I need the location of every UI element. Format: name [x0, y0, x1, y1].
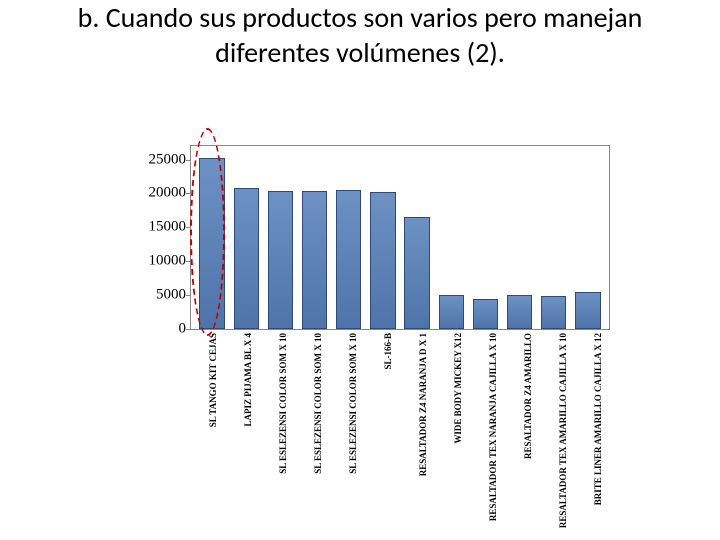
- bar-slot: [434, 146, 468, 329]
- y-axis-labels: 0500010000150002000025000: [131, 146, 186, 329]
- data-bar: [507, 295, 532, 329]
- y-tick-label: 20000: [149, 185, 187, 202]
- data-bar: [199, 158, 224, 329]
- data-bar: [234, 188, 259, 329]
- data-bar: [302, 191, 327, 329]
- data-bar: [473, 299, 498, 330]
- bar-slot: [195, 146, 229, 329]
- plot-area: 0500010000150002000025000: [190, 145, 610, 330]
- bar-slot: [229, 146, 263, 329]
- bar-slot: [332, 146, 366, 329]
- page-title: b. Cuando sus productos son varios pero …: [60, 0, 660, 70]
- bar-slot: [400, 146, 434, 329]
- data-bar: [404, 217, 429, 330]
- data-bar: [268, 191, 293, 329]
- y-tick-label: 0: [179, 321, 187, 338]
- bar-slot: [263, 146, 297, 329]
- bar-slot: [537, 146, 571, 329]
- y-tick-label: 15000: [149, 219, 187, 236]
- bar-slot: [571, 146, 605, 329]
- bar-slot: [366, 146, 400, 329]
- y-tick-label: 25000: [149, 151, 187, 168]
- data-bar: [541, 296, 566, 329]
- data-bar: [336, 190, 361, 329]
- bar-slot: [503, 146, 537, 329]
- bar-slot: [298, 146, 332, 329]
- bars-container: [191, 146, 609, 329]
- y-tick-label: 5000: [156, 287, 186, 304]
- y-tick-label: 10000: [149, 253, 187, 270]
- y-tick-mark: [186, 329, 191, 330]
- data-bar: [439, 295, 464, 329]
- title-text: b. Cuando sus productos son varios pero …: [78, 0, 643, 70]
- bar-slot: [468, 146, 502, 329]
- data-bar: [575, 292, 600, 329]
- data-bar: [370, 192, 395, 329]
- volume-bar-chart: 0500010000150002000025000 SL TANGO KIT C…: [130, 145, 610, 330]
